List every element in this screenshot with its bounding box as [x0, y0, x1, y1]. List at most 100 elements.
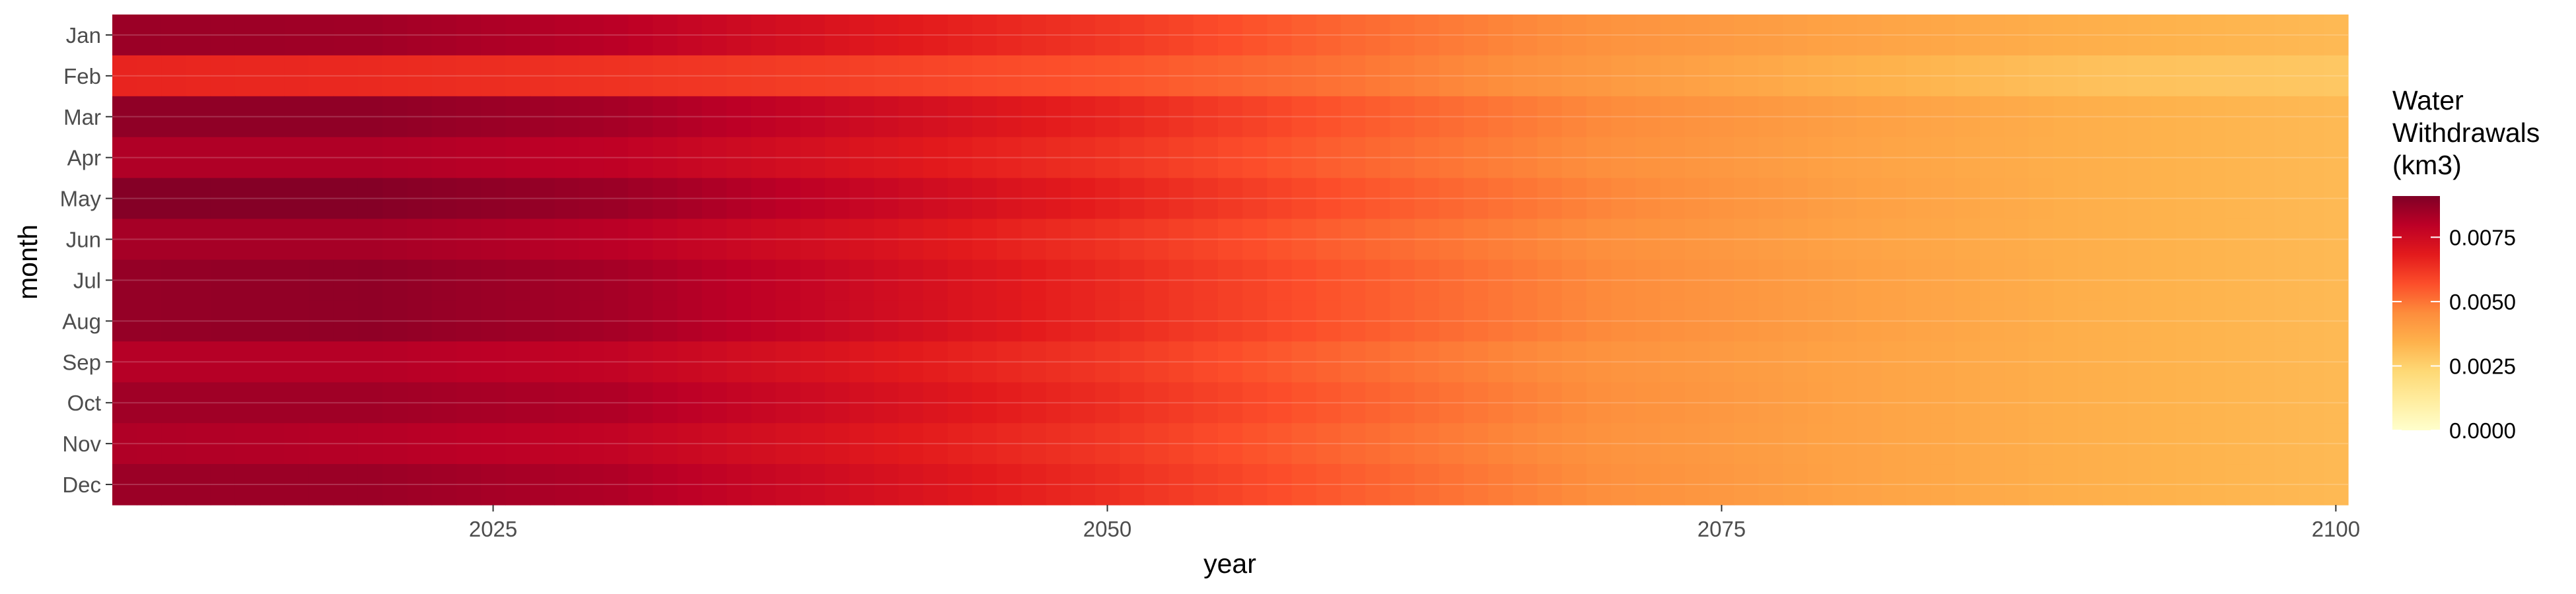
heatmap-cell-nov-2012 — [161, 423, 187, 465]
heatmap-cell-sep-2058 — [1291, 341, 1317, 383]
heatmap-cell-feb-2033 — [677, 55, 703, 97]
heatmap-cell-dec-2086 — [1980, 464, 2005, 506]
heatmap-cell-sep-2011 — [137, 341, 162, 383]
heatmap-cell-aug-2013 — [186, 300, 211, 342]
heatmap-cell-jun-2011 — [137, 218, 162, 261]
heatmap-cell-feb-2032 — [653, 55, 678, 97]
heatmap-cell-aug-2059 — [1316, 300, 1342, 342]
heatmap-cell-sep-2053 — [1168, 341, 1194, 383]
heatmap-cell-oct-2065 — [1463, 382, 1489, 424]
heatmap-cell-oct-2018 — [308, 382, 334, 424]
heatmap-cell-jun-2042 — [898, 218, 924, 261]
heatmap-cell-jul-2050 — [1094, 259, 1120, 302]
heatmap-cell-feb-2063 — [1414, 55, 1440, 97]
heatmap-cell-jul-2099 — [2299, 259, 2324, 302]
heatmap-cell-aug-2045 — [972, 300, 997, 342]
heatmap-cell-jul-2086 — [1980, 259, 2005, 302]
heatmap-cell-jan-2042 — [898, 15, 924, 56]
heatmap-cell-may-2048 — [1046, 178, 1071, 220]
heatmap-cell-apr-2093 — [2151, 137, 2177, 179]
heatmap-cell-oct-2078 — [1783, 382, 1808, 424]
heatmap-cell-jun-2018 — [308, 218, 334, 261]
y-tick-label-jan: Jan — [66, 23, 101, 48]
heatmap-cell-feb-2090 — [2077, 55, 2103, 97]
heatmap-cell-dec-2056 — [1242, 464, 1268, 506]
heatmap-cell-jan-2052 — [1144, 15, 1170, 56]
heatmap-cell-dec-2076 — [1734, 464, 1759, 506]
heatmap-cell-apr-2076 — [1734, 137, 1759, 179]
heatmap-cell-jun-2040 — [849, 218, 875, 261]
heatmap-cell-dec-2050 — [1094, 464, 1120, 506]
heatmap-cell-oct-2040 — [849, 382, 875, 424]
heatmap-cell-nov-2031 — [628, 423, 653, 465]
heatmap-cell-jun-2070 — [1586, 218, 1612, 261]
heatmap-cell-jan-2088 — [2028, 15, 2054, 56]
heatmap-cell-mar-2083 — [1906, 96, 1931, 138]
heatmap-cell-jul-2061 — [1365, 259, 1390, 302]
heatmap-cell-oct-2094 — [2176, 382, 2201, 424]
heatmap-cell-mar-2069 — [1561, 96, 1587, 138]
heatmap-cell-feb-2040 — [849, 55, 875, 97]
heatmap-cell-aug-2047 — [1021, 300, 1047, 342]
heatmap-cell-jun-2074 — [1684, 218, 1710, 261]
heatmap-cell-jul-2069 — [1561, 259, 1587, 302]
heatmap-cell-dec-2068 — [1537, 464, 1563, 506]
heatmap-cell-oct-2077 — [1758, 382, 1784, 424]
heatmap-cell-jan-2095 — [2200, 15, 2226, 56]
heatmap-cell-sep-2040 — [849, 341, 875, 383]
heatmap-cell-feb-2079 — [1807, 55, 1833, 97]
heatmap-cell-dec-2022 — [407, 464, 433, 506]
heatmap-cell-jan-2051 — [1120, 15, 1145, 56]
heatmap-cell-jul-2081 — [1857, 259, 1882, 302]
heatmap-cell-nov-2025 — [480, 423, 506, 465]
heatmap-cell-jun-2024 — [456, 218, 482, 261]
heatmap-cell-mar-2039 — [824, 96, 850, 138]
heatmap-cell-nov-2080 — [1832, 423, 1857, 465]
heatmap-cell-jul-2033 — [677, 259, 703, 302]
heatmap-cell-aug-2014 — [210, 300, 236, 342]
heatmap-cell-aug-2098 — [2274, 300, 2300, 342]
heatmap-cell-aug-2032 — [653, 300, 678, 342]
heatmap-cell-may-2052 — [1144, 178, 1170, 220]
heatmap-cell-jul-2056 — [1242, 259, 1268, 302]
heatmap-cell-aug-2069 — [1561, 300, 1587, 342]
heatmap-cell-oct-2091 — [2102, 382, 2128, 424]
heatmap-cell-sep-2097 — [2250, 341, 2275, 383]
heatmap-cell-nov-2095 — [2200, 423, 2226, 465]
heatmap-cell-feb-2012 — [161, 55, 187, 97]
heatmap-cell-apr-2033 — [677, 137, 703, 179]
heatmap-cell-jun-2035 — [726, 218, 752, 261]
color-legend: Water Withdrawals (km3) 0.00000.00250.00… — [2392, 85, 2540, 443]
heatmap-cell-feb-2073 — [1660, 55, 1686, 97]
heatmap-cell-sep-2084 — [1930, 341, 1956, 383]
heatmap-cell-jun-2032 — [653, 218, 678, 261]
heatmap-cell-sep-2061 — [1365, 341, 1390, 383]
heatmap-cell-sep-2064 — [1439, 341, 1464, 383]
heatmap-cell-apr-2048 — [1046, 137, 1071, 179]
heatmap-cell-dec-2072 — [1635, 464, 1661, 506]
heatmap-cell-dec-2033 — [677, 464, 703, 506]
heatmap-cell-jan-2085 — [1954, 15, 1980, 56]
heatmap-cell-jul-2091 — [2102, 259, 2128, 302]
heatmap-cell-apr-2052 — [1144, 137, 1170, 179]
heatmap-cell-jul-2087 — [2004, 259, 2030, 302]
heatmap-cell-sep-2090 — [2077, 341, 2103, 383]
heatmap-cell-aug-2066 — [1488, 300, 1513, 342]
heatmap-cell-sep-2081 — [1857, 341, 1882, 383]
heatmap-cell-apr-2043 — [923, 137, 948, 179]
heatmap-cell-mar-2060 — [1340, 96, 1366, 138]
heatmap-cell-jul-2042 — [898, 259, 924, 302]
heatmap-cell-dec-2011 — [137, 464, 162, 506]
heatmap-cell-feb-2089 — [2053, 55, 2079, 97]
heatmap-cell-apr-2022 — [407, 137, 433, 179]
heatmap-cell-dec-2098 — [2274, 464, 2300, 506]
heatmap-cell-nov-2013 — [186, 423, 211, 465]
heatmap-cell-apr-2014 — [210, 137, 236, 179]
heatmap-cell-dec-2025 — [480, 464, 506, 506]
heatmap-cell-sep-2057 — [1267, 341, 1293, 383]
heatmap-cell-mar-2072 — [1635, 96, 1661, 138]
heatmap-cell-sep-2018 — [308, 341, 334, 383]
heatmap-cell-nov-2028 — [554, 423, 580, 465]
heatmap-cell-mar-2022 — [407, 96, 433, 138]
heatmap-cell-aug-2056 — [1242, 300, 1268, 342]
